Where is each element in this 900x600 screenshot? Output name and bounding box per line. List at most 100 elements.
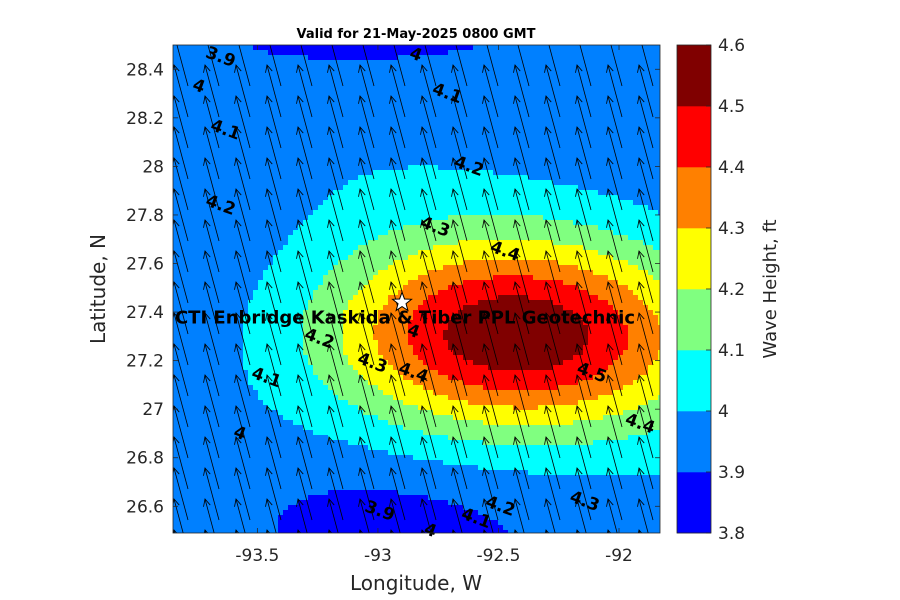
colorbar-segment (677, 289, 711, 351)
wave-arrow-head (420, 374, 428, 383)
wave-arrow (173, 498, 184, 533)
wave-arrow (452, 219, 468, 273)
wave-arrow (328, 343, 344, 397)
wave-arrow (452, 374, 468, 428)
wave-arrow-head (637, 64, 645, 73)
wave-arrow (266, 64, 282, 118)
wave-arrow-head (389, 281, 397, 290)
wave-arrow (483, 498, 494, 533)
wave-arrow (235, 312, 251, 366)
wave-arrow (390, 374, 406, 428)
wave-arrow (328, 312, 344, 366)
wave-arrow-head (358, 405, 366, 414)
wave-arrow-head (420, 467, 428, 476)
wave-arrow-head (389, 126, 397, 135)
wave-arrow (576, 219, 592, 273)
wave-arrow-head (482, 436, 490, 445)
wave-arrow-head (637, 157, 645, 166)
site-marker-group: CTI Enbridge Kaskida & Tiber PPL Geotech… (175, 290, 635, 328)
wave-arrow-head (327, 405, 335, 414)
wave-arrow-head (420, 436, 428, 445)
wave-arrow (483, 250, 499, 304)
wave-arrow-head (482, 188, 490, 197)
x-tick-label: -93 (364, 546, 392, 566)
wave-arrow-head (358, 467, 366, 476)
wave-arrow-head (544, 219, 552, 228)
wave-arrow (297, 374, 313, 428)
wave-arrow-head (389, 343, 397, 352)
wave-arrow (173, 467, 189, 521)
wave-arrow-head (544, 157, 552, 166)
wave-arrow-head (265, 250, 273, 259)
wave-arrow-head (575, 498, 583, 507)
wave-arrow-head (203, 467, 211, 476)
wave-arrow-head (482, 467, 490, 476)
wave-arrow-head (637, 95, 645, 104)
wave-arrow (514, 498, 525, 533)
colorbar-segment (677, 45, 711, 107)
wave-arrow (514, 405, 530, 459)
wave-arrow-head (265, 126, 273, 135)
wave-arrow-head (544, 95, 552, 104)
wave-arrow (421, 219, 437, 273)
wave-arrow-head (544, 436, 552, 445)
wave-arrow-head (575, 250, 583, 259)
wave-arrow-head (203, 312, 211, 321)
wave-arrow (576, 250, 592, 304)
wave-arrow (514, 188, 530, 242)
wave-arrow-head (265, 312, 273, 321)
wave-arrow-head (358, 498, 366, 507)
wave-arrow-head (265, 343, 273, 352)
wave-arrow (173, 343, 189, 397)
wave-arrow (390, 343, 406, 397)
wave-arrow-head (544, 250, 552, 259)
wave-arrow (638, 157, 654, 211)
wave-arrow (517, 45, 530, 87)
wave-arrow (545, 467, 561, 521)
wave-arrow (359, 157, 375, 211)
wave-arrow-head (203, 374, 211, 383)
wave-arrow (638, 188, 654, 242)
wave-arrow (514, 281, 530, 335)
wave-arrow-head (327, 436, 335, 445)
wave-arrow-head (265, 374, 273, 383)
wave-arrow-head (235, 529, 240, 533)
wave-arrow (452, 343, 468, 397)
wave-arrow-head (545, 529, 550, 533)
colorbar-segment (677, 411, 711, 473)
wave-arrow-head (358, 250, 366, 259)
wave-arrow-head (420, 343, 428, 352)
colorbar-segment (677, 472, 711, 534)
wave-arrow (173, 250, 189, 304)
wave-arrow (576, 126, 592, 180)
wave-arrow (545, 250, 561, 304)
wave-arrow (607, 188, 623, 242)
wave-arrow (204, 188, 220, 242)
wave-arrow (359, 64, 375, 118)
wave-arrow-head (482, 219, 490, 228)
wave-arrow (638, 436, 654, 490)
wave-arrow-head (575, 436, 583, 445)
wave-arrow (328, 126, 344, 180)
wave-arrow-head (296, 95, 304, 104)
wave-arrow-head (203, 126, 211, 135)
y-axis-label: Latitude, N (86, 234, 110, 344)
wave-arrow-head (420, 157, 428, 166)
wave-arrow-head (637, 436, 645, 445)
wave-arrow-head (606, 250, 614, 259)
wave-arrow-head (513, 312, 521, 321)
wave-arrow-head (296, 126, 304, 135)
wave-arrow-head (544, 374, 552, 383)
wave-arrow-head (327, 126, 335, 135)
wave-arrow-head (451, 467, 459, 476)
wave-arrow (483, 312, 499, 366)
wave-arrow-head (575, 467, 583, 476)
wave-arrow-head (451, 405, 459, 414)
wave-arrow (452, 498, 463, 533)
wave-arrow-head (482, 64, 490, 73)
wave-arrow (328, 405, 344, 459)
wave-arrow (204, 498, 215, 533)
wave-arrow (328, 498, 339, 533)
wave-arrow (235, 436, 251, 490)
wave-arrow (421, 95, 437, 149)
